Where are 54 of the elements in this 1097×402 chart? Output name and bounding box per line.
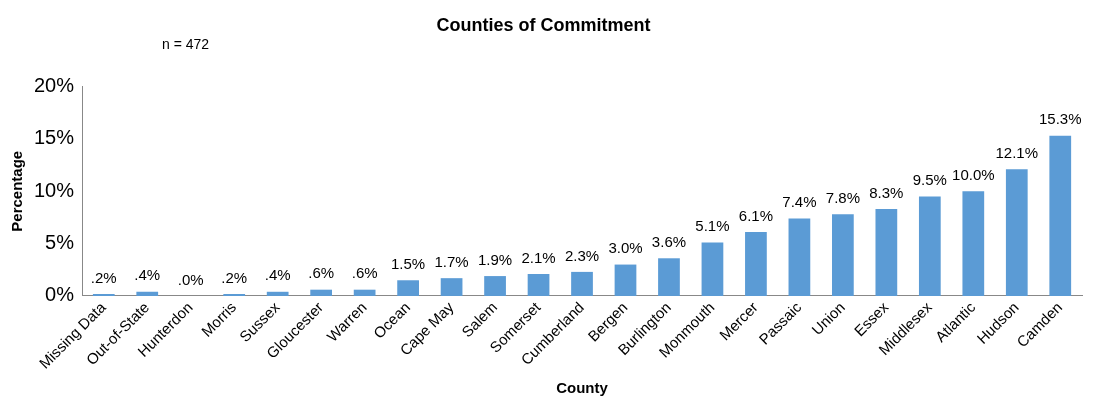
data-label: .0%	[177, 270, 204, 288]
y-tick-label: 10%	[34, 178, 75, 201]
data-label: 3.6%	[651, 232, 687, 250]
data-label: 6.1%	[738, 206, 774, 224]
bar	[310, 289, 333, 296]
data-label: 10.0%	[952, 165, 995, 183]
data-label: 1.7%	[434, 252, 469, 270]
y-tick-label: 15%	[34, 126, 75, 149]
data-label: 2.1%	[521, 248, 556, 266]
data-label: 7.4%	[782, 193, 817, 211]
data-label: 7.8%	[825, 188, 860, 206]
bar	[571, 271, 593, 296]
bar	[658, 258, 680, 296]
data-label: 1.9%	[477, 250, 513, 268]
bar	[1005, 169, 1028, 296]
x-axis-title: County	[556, 379, 609, 397]
bar	[701, 242, 724, 296]
y-tick-label: 20%	[34, 74, 75, 97]
data-label: 12.1%	[995, 143, 1039, 161]
bar	[832, 214, 854, 296]
data-label: .6%	[308, 264, 335, 282]
chart-title: Counties of Commitment	[436, 14, 651, 35]
bar	[527, 273, 550, 296]
bar	[745, 232, 767, 296]
data-label: .6%	[351, 264, 378, 282]
bar	[614, 264, 637, 296]
bar	[875, 209, 898, 296]
data-label: .4%	[264, 266, 291, 284]
bar	[962, 191, 985, 296]
bar	[1049, 135, 1072, 296]
data-label: 5.1%	[695, 217, 730, 235]
bar	[397, 280, 419, 296]
bar	[266, 291, 289, 296]
y-tick-label: 5%	[45, 231, 75, 254]
data-label: .2%	[90, 268, 117, 286]
bar	[136, 291, 159, 296]
bar	[788, 218, 811, 296]
bar	[92, 293, 115, 296]
data-label: .4%	[134, 266, 161, 284]
y-tick-label: 0%	[45, 283, 75, 306]
data-label: 15.3%	[1038, 110, 1082, 128]
data-label: 2.3%	[564, 246, 600, 264]
bar	[223, 293, 246, 296]
data-label: 3.0%	[608, 239, 643, 257]
data-label: 1.5%	[391, 254, 426, 272]
y-axis-title: Percentage	[8, 150, 26, 232]
bar	[484, 276, 506, 296]
bar	[353, 289, 376, 296]
data-label: 8.3%	[869, 183, 904, 201]
data-label: 9.5%	[912, 171, 947, 189]
data-label: .2%	[221, 268, 248, 286]
text: n = 472	[162, 36, 210, 52]
bar	[918, 196, 941, 296]
bar	[440, 278, 463, 296]
